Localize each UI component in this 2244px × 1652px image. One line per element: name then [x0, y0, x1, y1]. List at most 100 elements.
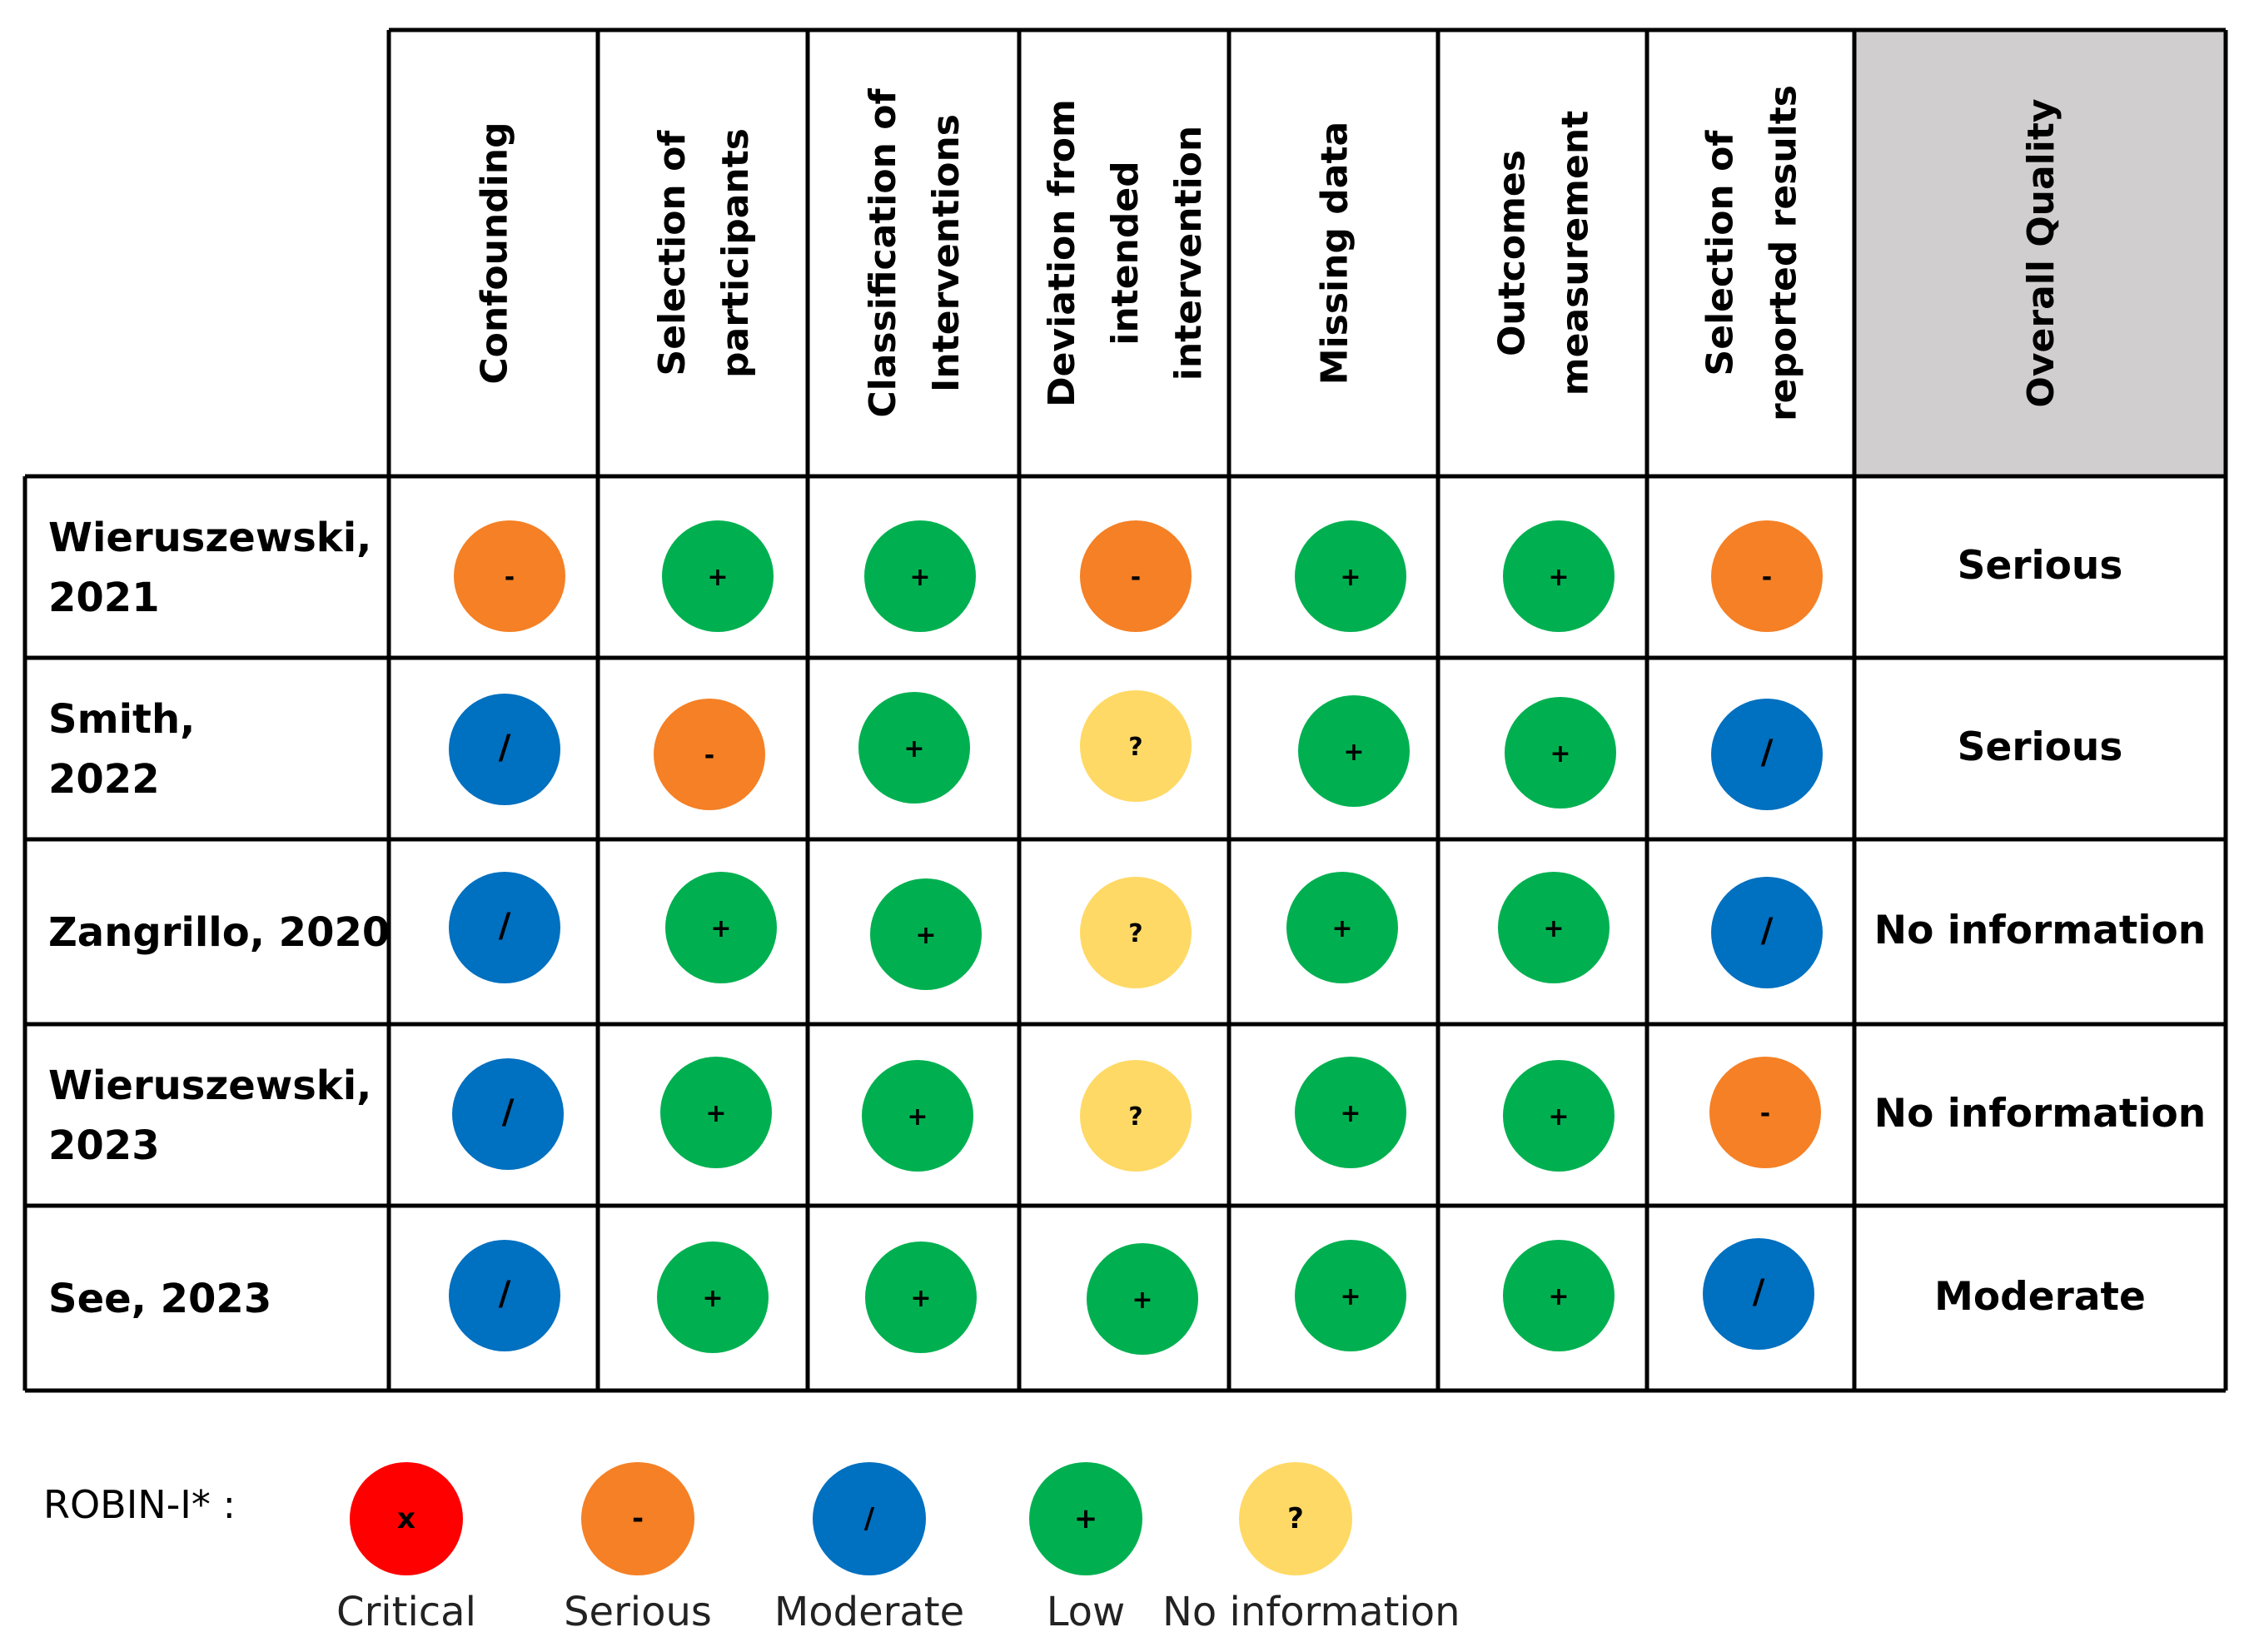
judgement-dot-low: + [662, 520, 774, 632]
column-header-line: Confounding [474, 122, 516, 384]
judgement-symbol: + [903, 734, 924, 764]
judgement-circle [1703, 1238, 1814, 1350]
legend-item-low: + Low [953, 1462, 1219, 1635]
judgement-symbol: ? [1128, 1102, 1142, 1132]
column-header-selection_reported_results: Selection of reported results [1699, 85, 1805, 421]
column-header-line: Overall Quality [2020, 98, 2062, 407]
judgement-symbol: - [505, 563, 515, 592]
judgement-dot-serious: - [454, 520, 565, 632]
overall-quality-header-bg [1854, 30, 2226, 476]
judgement-circle [1080, 690, 1192, 802]
judgement-symbol: + [1550, 739, 1570, 769]
judgement-circle [449, 872, 560, 983]
judgement-dot-moderate: / [1703, 1238, 1814, 1350]
column-header-line: Outcomes [1491, 150, 1534, 356]
judgement-circle [1503, 1060, 1615, 1172]
judgement-dot-low: + [864, 520, 976, 632]
judgement-dot-low: + [858, 692, 970, 804]
judgement-dot-serious: - [1709, 1057, 1821, 1168]
judgement-symbol: + [1331, 914, 1352, 943]
legend-item-serious: - Serious [505, 1462, 771, 1635]
judgement-symbol: + [910, 1284, 931, 1313]
judgement-symbol: + [1340, 1099, 1361, 1128]
judgement-circle [862, 1060, 973, 1172]
judgement-circle [654, 699, 765, 810]
judgement-circle [449, 1240, 560, 1351]
study-label: Wieruszewski, [48, 1062, 371, 1109]
judgement-symbol: + [705, 1099, 726, 1128]
judgement-circle [1080, 877, 1192, 988]
study-label: 2021 [48, 575, 160, 621]
judgement-dot-low: + [862, 1060, 973, 1172]
judgement-circle [1711, 520, 1823, 632]
legend-dot: ? [1239, 1462, 1352, 1575]
judgement-dot-serious: - [654, 699, 765, 810]
judgement-dot-moderate: / [449, 694, 560, 805]
judgement-symbol: / [502, 1093, 515, 1132]
grid-lines [22, 27, 2228, 1393]
column-header-line: measurement [1555, 111, 1597, 396]
judgement-circle [1498, 872, 1610, 983]
judgement-symbol: + [1548, 563, 1569, 592]
judgement-dot-moderate: / [1711, 877, 1823, 988]
judgement-dot-low: + [1295, 1057, 1406, 1168]
overall-quality-value: Serious [1958, 543, 2123, 589]
judgement-circle [662, 520, 774, 632]
judgement-dot-no_information: ? [1080, 877, 1192, 988]
judgement-circle [1295, 1057, 1406, 1168]
column-header-line: intended [1104, 161, 1147, 345]
legend-label: Serious [564, 1589, 712, 1635]
judgement-dot-low: + [1295, 1240, 1406, 1351]
judgement-symbol: - [1762, 563, 1772, 592]
legend-item-no_information: ? No information [1162, 1462, 1460, 1635]
judgement-circle [1503, 520, 1615, 632]
judgement-dot-no_information: ? [1080, 690, 1192, 802]
judgement-symbol: + [707, 563, 728, 592]
judgement-dot-low: + [665, 872, 777, 983]
column-header-line: Missing data [1314, 122, 1356, 385]
judgement-circle [870, 878, 982, 990]
column-header-missing_data: Missing data [1314, 122, 1356, 385]
judgement-dot-low: + [865, 1241, 977, 1353]
column-header-line: participants [714, 128, 757, 378]
legend-dot: + [1029, 1462, 1142, 1575]
judgement-symbol: + [1132, 1286, 1152, 1315]
judgement-circle [449, 694, 560, 805]
judgement-circle [1505, 697, 1616, 809]
column-header-line: Interventions [925, 114, 968, 392]
overall-quality-value: No information [1874, 908, 2207, 953]
legend-label: No information [1162, 1589, 1460, 1635]
column-header-selection_participants: Selection of participants [651, 128, 757, 378]
judgement-dot-low: + [1498, 872, 1610, 983]
judgement-circle [864, 520, 976, 632]
legend-dot: / [813, 1462, 926, 1575]
judgement-circle [1711, 877, 1823, 988]
judgement-symbol: ? [1128, 919, 1142, 948]
judgement-circle [858, 692, 970, 804]
judgement-symbol: + [1543, 914, 1564, 943]
legend-label: Moderate [774, 1589, 965, 1635]
judgement-circle [454, 520, 565, 632]
judgement-dot-low: + [1503, 1240, 1615, 1351]
judgement-symbol: + [915, 921, 936, 950]
study-label: 2022 [48, 756, 160, 803]
judgement-symbol: + [1343, 738, 1364, 767]
study-label: 2023 [48, 1122, 160, 1169]
judgement-symbol: / [499, 1275, 511, 1313]
legend-title: ROBIN-I* : [43, 1482, 236, 1527]
column-header-outcomes_measurement: Outcomes measurement [1491, 111, 1597, 396]
judgement-circle [1295, 1240, 1406, 1351]
study-label: Smith, [48, 696, 195, 743]
judgement-circle [452, 1058, 564, 1170]
judgement-dot-moderate: / [449, 872, 560, 983]
judgement-dot-serious: - [1711, 520, 1823, 632]
judgement-symbol: / [1761, 912, 1774, 950]
column-header-deviation_intervention: Deviation from intended intervention [1041, 99, 1210, 407]
overall-quality-value: Serious [1958, 724, 2123, 770]
judgement-dot-low: + [1286, 872, 1398, 983]
judgement-symbol: / [1761, 734, 1774, 772]
judgement-symbol: + [710, 914, 731, 943]
judgement-symbol: + [1340, 1282, 1361, 1311]
robins-i-table: Confounding Selection of participants Class… [22, 27, 2228, 1393]
study-row: Wieruszewski, 2023 / + +? + + - No information [48, 1057, 2206, 1172]
